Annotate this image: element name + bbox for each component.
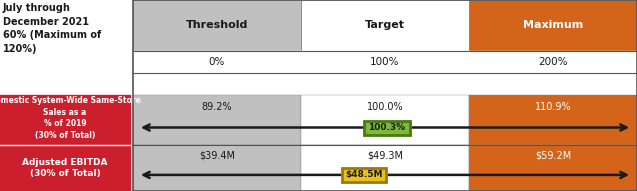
Text: 89.2%: 89.2% (202, 102, 233, 112)
Bar (133, 0, 301, 51)
Text: $39.4M: $39.4M (199, 150, 235, 160)
Text: 100.0%: 100.0% (367, 102, 403, 112)
Bar (301, 0, 469, 51)
Bar (133, 0, 637, 191)
Text: Threshold: Threshold (186, 20, 248, 31)
FancyBboxPatch shape (342, 168, 386, 182)
Text: 0%: 0% (209, 57, 225, 67)
Bar (133, 95, 301, 145)
Bar (301, 95, 469, 145)
Bar (301, 145, 469, 191)
Bar (0, 145, 130, 191)
Text: 100%: 100% (370, 57, 400, 67)
Text: 110.9%: 110.9% (534, 102, 571, 112)
Bar (0, 95, 130, 145)
Text: $49.3M: $49.3M (367, 150, 403, 160)
Bar (469, 145, 637, 191)
Text: Target: Target (365, 20, 405, 31)
Bar (0, 0, 130, 95)
Text: $48.5M: $48.5M (346, 170, 383, 179)
Bar (469, 95, 637, 145)
Bar (469, 0, 637, 51)
Text: Adjusted EBITDA
(30% of Total): Adjusted EBITDA (30% of Total) (22, 158, 108, 178)
Text: 100.3%: 100.3% (368, 123, 405, 132)
Bar (133, 145, 301, 191)
Text: July through
December 2021
60% (Maximum of
120%): July through December 2021 60% (Maximum … (3, 3, 101, 54)
Text: Domestic System-Wide Same-Store
Sales as a
% of 2019
(30% of Total): Domestic System-Wide Same-Store Sales as… (0, 96, 141, 140)
Text: 200%: 200% (538, 57, 568, 67)
FancyBboxPatch shape (364, 121, 410, 134)
Text: Maximum: Maximum (523, 20, 583, 31)
Bar (133, 51, 637, 73)
Text: $59.2M: $59.2M (535, 150, 571, 160)
